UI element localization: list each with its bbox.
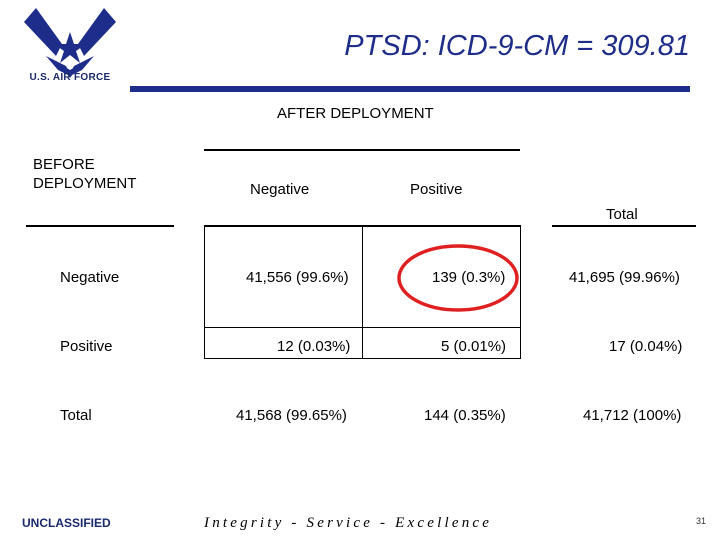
cell-pos-neg: 12 (0.03%) bbox=[277, 338, 351, 355]
title-rule bbox=[130, 86, 690, 92]
cell-pos-pos: 5 (0.01%) bbox=[441, 338, 507, 355]
before-deployment-divider bbox=[26, 225, 174, 227]
col-header-positive: Positive bbox=[410, 181, 463, 198]
logo-text: U.S. AIR FORCE bbox=[29, 72, 111, 83]
row-label-total: Total bbox=[60, 407, 92, 424]
air-force-logo-icon bbox=[24, 8, 116, 78]
grid-bottom-left bbox=[204, 358, 362, 359]
cell-neg-neg: 41,556 (99.6%) bbox=[246, 269, 349, 286]
page-title: PTSD: ICD-9-CM = 309.81 bbox=[344, 30, 690, 62]
grid-mid-vertical bbox=[362, 225, 363, 359]
after-deployment-divider bbox=[204, 149, 520, 151]
grid-top-right bbox=[362, 225, 520, 227]
before-deployment-label: BEFORE DEPLOYMENT bbox=[33, 156, 137, 192]
grid-right-edge bbox=[520, 225, 521, 359]
grid-left-edge bbox=[204, 225, 205, 359]
cell-neg-total: 41,695 (99.96%) bbox=[569, 269, 680, 286]
grid-bottom-right bbox=[362, 358, 520, 359]
row-label-positive: Positive bbox=[60, 338, 113, 355]
classification-label: UNCLASSIFIED bbox=[22, 516, 111, 530]
row-label-negative: Negative bbox=[60, 269, 120, 286]
motto-text: Integrity - Service - Excellence bbox=[204, 515, 493, 531]
col-header-total: Total bbox=[606, 206, 638, 223]
after-deployment-label: AFTER DEPLOYMENT bbox=[277, 105, 434, 122]
cell-neg-pos: 139 (0.3%) bbox=[432, 269, 506, 286]
cell-pos-total: 17 (0.04%) bbox=[609, 338, 683, 355]
cell-total-total: 41,712 (100%) bbox=[583, 407, 682, 424]
cell-total-pos: 144 (0.35%) bbox=[424, 407, 506, 424]
total-divider bbox=[552, 225, 696, 227]
cell-total-neg: 41,568 (99.65%) bbox=[236, 407, 347, 424]
highlight-circle-icon bbox=[397, 244, 519, 312]
col-header-negative: Negative bbox=[250, 181, 310, 198]
page-number: 31 bbox=[696, 516, 707, 526]
grid-mid-horizontal bbox=[204, 327, 520, 328]
grid-top-left bbox=[204, 225, 362, 227]
